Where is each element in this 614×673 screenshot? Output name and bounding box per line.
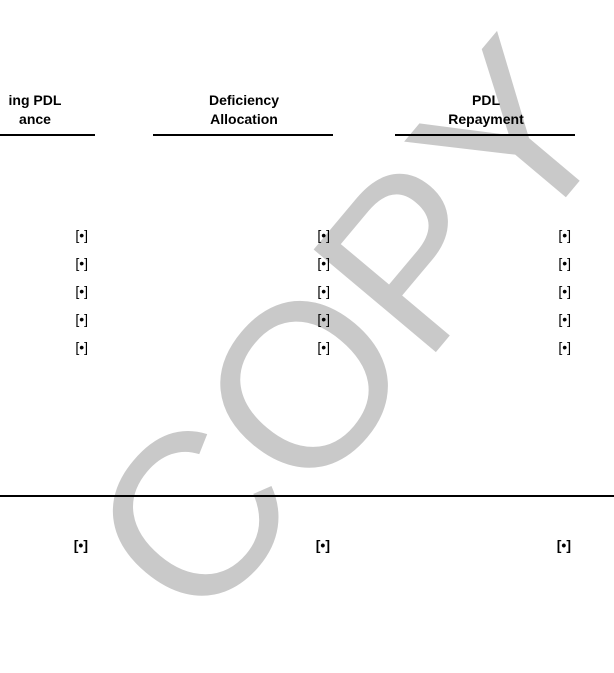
cell: [•]	[558, 311, 571, 327]
cell: [•]	[317, 311, 330, 327]
cell: [•]	[75, 311, 88, 327]
column-header: ance	[19, 111, 51, 127]
cell: [•]	[558, 255, 571, 271]
column-header: ing PDL	[9, 92, 62, 108]
cell: [•]	[558, 339, 571, 355]
cell: [•]	[317, 255, 330, 271]
cell: [•]	[75, 227, 88, 243]
cell: [•]	[75, 339, 88, 355]
column-header: PDL	[472, 92, 500, 108]
total-cell: [•]	[74, 537, 88, 553]
cell: [•]	[75, 283, 88, 299]
cell: [•]	[558, 283, 571, 299]
cell: [•]	[317, 283, 330, 299]
column-header: Allocation	[210, 111, 278, 127]
cell: [•]	[75, 255, 88, 271]
watermark: COPY	[40, 0, 614, 665]
column-header: Repayment	[448, 111, 524, 127]
total-cell: [•]	[557, 537, 571, 553]
cell: [•]	[317, 227, 330, 243]
cell: [•]	[317, 339, 330, 355]
column-header: Deficiency	[209, 92, 279, 108]
cell: [•]	[558, 227, 571, 243]
table: ing PDL ance Deficiency Allocation PDL Repaym…	[0, 92, 614, 553]
total-cell: [•]	[316, 537, 330, 553]
